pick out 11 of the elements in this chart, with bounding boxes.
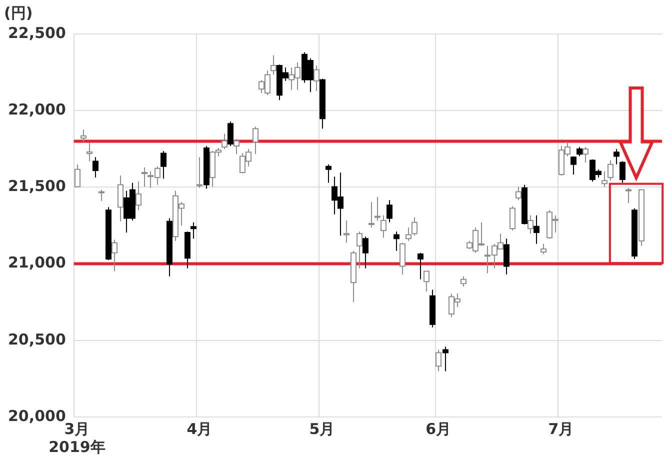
x-tick-label: 4月 [186,420,212,438]
y-axis-title: (円) [4,4,33,23]
x-tick-label: 5月 [309,420,335,438]
x-tick-label: 6月 [426,420,452,438]
y-tick-label: 22,000 [8,100,66,118]
x-tick-label: 7月 [548,420,574,438]
y-tick-label: 20,000 [8,406,66,425]
y-tick-label: 21,500 [8,177,66,196]
y-tick-label: 22,500 [8,24,66,42]
y-tick-label: 20,500 [8,330,66,348]
y-tick-label: 21,000 [8,254,66,272]
